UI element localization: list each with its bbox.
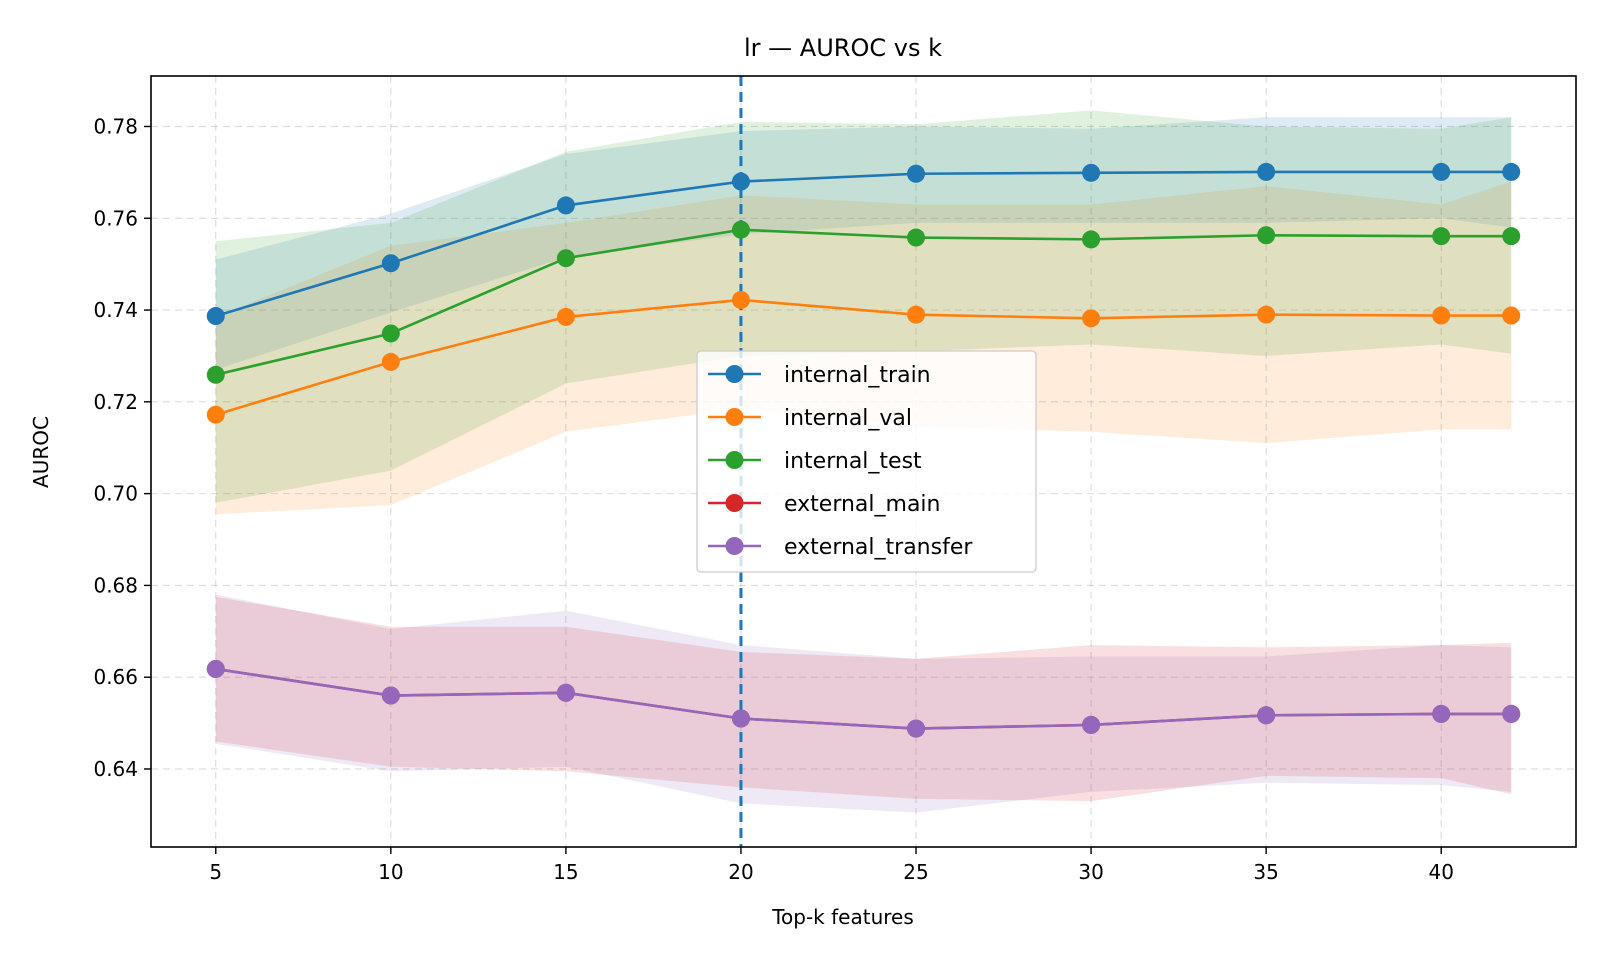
data-point-external_transfer xyxy=(1082,715,1101,734)
y-tick-label: 0.72 xyxy=(93,390,138,414)
x-axis-ticks: 5 10 15 20 25 30 35 40 xyxy=(209,847,1454,884)
data-point-internal_train xyxy=(1502,162,1521,181)
data-point-internal_train xyxy=(556,196,575,215)
legend-marker-external_main xyxy=(725,494,744,512)
confidence-band-external_transfer xyxy=(215,594,1512,813)
legend-marker-internal_train xyxy=(725,365,744,383)
confidence-band-internal_train xyxy=(215,117,1512,370)
series-markers xyxy=(206,162,1521,738)
plot-area-frame xyxy=(150,75,1577,848)
y-axis-label: AUROC xyxy=(29,416,53,488)
data-point-internal_test xyxy=(1502,227,1521,246)
data-point-internal_val xyxy=(1082,309,1101,328)
confidence-band-external_main xyxy=(215,596,1512,802)
x-tick-label: 20 xyxy=(728,860,753,884)
data-point-external_transfer xyxy=(381,686,400,705)
x-tick-label: 40 xyxy=(1428,860,1453,884)
data-point-internal_test xyxy=(1257,226,1276,245)
y-tick-label: 0.66 xyxy=(93,665,138,689)
x-tick-label: 5 xyxy=(209,860,222,884)
legend-label-internal_val: internal_val xyxy=(784,406,912,431)
data-point-external_transfer xyxy=(1502,704,1521,723)
confidence-band-internal_test xyxy=(215,110,1512,503)
data-point-internal_val xyxy=(1432,306,1451,325)
data-point-internal_test xyxy=(1432,227,1451,246)
data-point-internal_train xyxy=(1082,163,1101,182)
data-point-external_transfer xyxy=(907,719,926,738)
legend-label-external_transfer: external_transfer xyxy=(784,535,973,560)
legend: internal_train internal_val internal_teste… xyxy=(696,350,1037,573)
x-axis-label: Top-k features xyxy=(771,905,914,929)
data-point-internal_val xyxy=(206,405,225,424)
legend-label-external_main: external_main xyxy=(784,492,941,517)
confidence-band-internal_val xyxy=(215,181,1512,515)
data-point-internal_test xyxy=(556,249,575,268)
data-point-internal_val xyxy=(1502,306,1521,325)
data-point-internal_test xyxy=(381,324,400,343)
chart-title: lr — AUROC vs k xyxy=(744,34,942,62)
data-point-internal_train xyxy=(1257,162,1276,181)
data-point-external_transfer xyxy=(206,659,225,678)
legend-marker-internal_val xyxy=(725,408,744,426)
data-point-internal_val xyxy=(731,290,750,309)
data-point-internal_val xyxy=(1257,305,1276,324)
data-point-internal_train xyxy=(731,172,750,191)
data-point-internal_val xyxy=(907,305,926,324)
data-point-internal_test xyxy=(206,365,225,384)
x-tick-label: 15 xyxy=(553,860,578,884)
legend-label-internal_test: internal_test xyxy=(784,449,922,474)
data-point-external_transfer xyxy=(556,683,575,702)
y-tick-label: 0.76 xyxy=(93,206,138,230)
x-tick-label: 25 xyxy=(903,860,928,884)
legend-marker-internal_test xyxy=(725,451,744,469)
y-tick-label: 0.78 xyxy=(93,114,138,138)
data-point-internal_test xyxy=(731,220,750,239)
data-point-internal_train xyxy=(907,164,926,183)
data-point-internal_test xyxy=(907,228,926,247)
data-point-external_transfer xyxy=(731,709,750,728)
x-tick-label: 10 xyxy=(378,860,403,884)
data-point-internal_train xyxy=(381,254,400,273)
confidence-bands xyxy=(215,110,1512,813)
data-point-external_transfer xyxy=(1257,706,1276,725)
y-tick-label: 0.68 xyxy=(93,573,138,597)
x-tick-label: 35 xyxy=(1253,860,1278,884)
y-tick-label: 0.74 xyxy=(93,298,138,322)
x-tick-label: 30 xyxy=(1078,860,1103,884)
legend-label-internal_train: internal_train xyxy=(784,363,931,388)
legend-marker-external_transfer xyxy=(725,537,744,555)
data-point-internal_train xyxy=(206,307,225,326)
data-point-internal_val xyxy=(556,307,575,326)
data-point-internal_train xyxy=(1432,162,1451,181)
data-point-internal_val xyxy=(381,352,400,371)
y-axis-ticks: 0.64 0.66 0.68 0.70 0.72 0.74 0.76 0.78 xyxy=(93,114,151,781)
y-tick-label: 0.70 xyxy=(93,482,138,506)
data-point-external_transfer xyxy=(1432,704,1451,723)
y-tick-label: 0.64 xyxy=(93,757,138,781)
data-point-internal_test xyxy=(1082,230,1101,249)
legend-box xyxy=(696,350,1037,573)
